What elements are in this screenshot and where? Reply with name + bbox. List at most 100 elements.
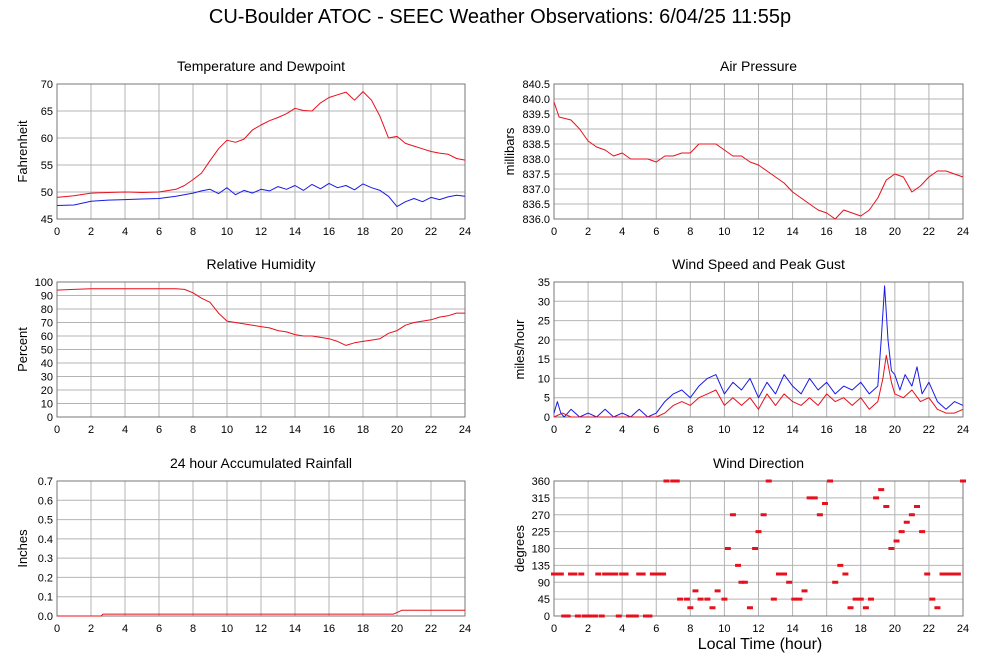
x-tick-label: 0 (551, 623, 557, 635)
y-tick-label: 35 (538, 277, 550, 289)
x-tick-label: 12 (255, 623, 267, 635)
data-point (786, 580, 793, 584)
data-point (862, 606, 869, 610)
series-line-blue (56, 182, 466, 208)
x-tick-label: 22 (425, 623, 437, 635)
shared-x-axis-label: Local Time (hour) (697, 636, 823, 653)
data-point (612, 572, 619, 576)
data-point (924, 572, 931, 576)
x-tick-label: 6 (156, 623, 162, 635)
data-point (646, 614, 653, 618)
x-tick-label: 0 (54, 424, 60, 436)
plot-frame (553, 480, 964, 617)
series-line-red (56, 288, 465, 346)
data-point (595, 572, 602, 576)
data-point (867, 597, 874, 601)
data-point (775, 572, 782, 576)
y-tick-label: 70 (41, 318, 53, 330)
data-point (571, 572, 578, 576)
data-point (949, 572, 956, 576)
data-point (709, 606, 716, 610)
plot-frame (553, 281, 964, 418)
x-tick-label: 10 (221, 226, 233, 238)
y-axis-label: Fahrenheit (15, 120, 30, 183)
y-tick-label: 70 (41, 79, 53, 91)
series-line-red (56, 91, 466, 198)
x-tick-label: 20 (889, 226, 901, 238)
data-point (697, 597, 704, 601)
y-axis-label: degrees (512, 525, 527, 572)
plot-frame (56, 83, 466, 220)
x-tick-label: 20 (391, 424, 403, 436)
y-tick-label: 836.0 (522, 214, 550, 226)
data-point (837, 563, 844, 567)
x-tick-label: 20 (889, 623, 901, 635)
y-tick-label: 40 (41, 358, 53, 370)
y-tick-label: 839.0 (522, 124, 550, 136)
x-tick-label: 20 (391, 226, 403, 238)
x-tick-label: 2 (585, 226, 591, 238)
x-tick-label: 6 (653, 424, 659, 436)
data-point (908, 513, 915, 517)
y-tick-label: 20 (538, 335, 550, 347)
data-point (755, 530, 762, 534)
data-point (811, 496, 818, 500)
plot-frame (553, 83, 964, 220)
x-tick-label: 22 (923, 226, 935, 238)
data-point (816, 513, 823, 517)
y-tick-label: 839.5 (522, 109, 550, 121)
x-tick-label: 16 (821, 226, 833, 238)
y-tick-label: 180 (532, 544, 550, 556)
data-point (960, 479, 966, 483)
data-point (554, 572, 561, 576)
data-point (832, 580, 839, 584)
data-point (581, 614, 588, 618)
data-point (746, 606, 753, 610)
x-tick-label: 8 (190, 226, 196, 238)
x-tick-label: 10 (221, 623, 233, 635)
x-tick-label: 24 (459, 424, 471, 436)
x-tick-label: 16 (323, 424, 335, 436)
data-point (636, 572, 643, 576)
data-point (821, 502, 828, 505)
data-point (954, 572, 961, 576)
data-point (551, 572, 557, 576)
x-tick-label: 14 (786, 623, 798, 635)
y-tick-label: 838.5 (522, 139, 550, 151)
x-tick-label: 18 (855, 226, 867, 238)
x-tick-label: 12 (752, 424, 764, 436)
data-point (591, 614, 598, 618)
x-tick-label: 24 (957, 623, 969, 635)
plot-frame (56, 281, 466, 418)
y-tick-label: 838.0 (522, 154, 550, 166)
y-tick-label: 65 (41, 106, 53, 118)
data-point (847, 606, 854, 610)
data-point (619, 572, 626, 576)
y-tick-label: 836.5 (522, 199, 550, 211)
x-tick-label: 22 (923, 424, 935, 436)
y-tick-label: 0.2 (38, 572, 53, 584)
y-tick-label: 100 (35, 277, 53, 289)
x-tick-label: 2 (88, 424, 94, 436)
y-tick-label: 837.5 (522, 169, 550, 181)
data-point (605, 572, 612, 576)
data-point (608, 572, 615, 576)
data-point (770, 597, 777, 601)
x-tick-label: 24 (459, 226, 471, 238)
y-tick-label: 0.0 (38, 611, 53, 623)
y-tick-label: 135 (532, 560, 550, 572)
x-tick-label: 14 (786, 424, 798, 436)
chart-title: 24 hour Accumulated Rainfall (170, 455, 352, 471)
y-tick-label: 0 (544, 412, 550, 424)
y-tick-label: 60 (41, 331, 53, 343)
chart-title: Air Pressure (720, 58, 797, 74)
y-tick-label: 270 (532, 510, 550, 522)
data-point (724, 547, 731, 550)
x-tick-label: 12 (752, 226, 764, 238)
data-point (687, 606, 694, 610)
page-title: CU-Boulder ATOC - SEEC Weather Observati… (208, 6, 792, 28)
